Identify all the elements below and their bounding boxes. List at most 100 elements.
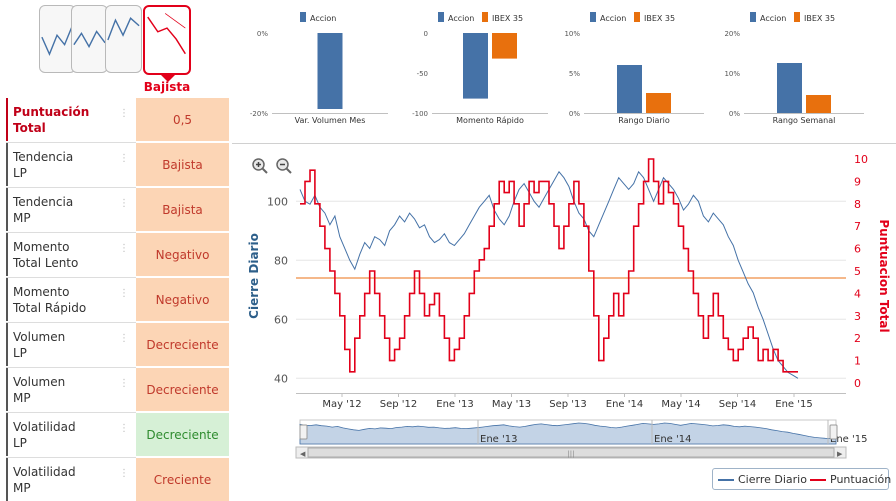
score-row[interactable]: Momento Total Lento ⋮ Negativo (6, 233, 229, 278)
range-navigator: Ene '13 Ene '14 Ene '15 ||| ◀ ▶ (295, 419, 867, 459)
legend-item-puntuacion[interactable]: Puntuación (810, 473, 891, 486)
drag-handle-icon[interactable]: ⋮ (119, 333, 129, 344)
drag-handle-icon[interactable]: ⋮ (119, 198, 129, 209)
y2-tick-label: 5 (854, 265, 861, 278)
y-tick-label: 0 (424, 30, 428, 38)
scroll-right-icon[interactable]: ▶ (837, 450, 843, 458)
y2-tick-label: 7 (854, 220, 861, 233)
y2-tick-label: 0 (854, 377, 861, 390)
trend-option-alcista[interactable] (39, 5, 76, 73)
score-name-line: Total Lento (13, 255, 79, 270)
score-row[interactable]: Volumen MP ⋮ Decreciente (6, 368, 229, 413)
drag-handle-icon[interactable]: ⋮ (119, 153, 129, 164)
y-tick-label: 100 (267, 195, 288, 208)
row-divider (6, 457, 136, 458)
x-tick-label: Sep '13 (549, 399, 587, 410)
category-label: Rango Semanal (773, 116, 836, 125)
score-series-line (300, 158, 798, 373)
score-row[interactable]: Tendencia MP ⋮ Bajista (6, 188, 229, 233)
score-name-line: Volumen (13, 374, 66, 389)
x-tick-label: May '12 (322, 399, 361, 410)
bar (806, 95, 831, 113)
row-divider (6, 142, 136, 143)
navigator-label: Ene '13 (480, 434, 517, 445)
mini-chart-2: Accion IBEX 35 10% 5% 0% Rango Diario (564, 12, 704, 125)
drag-handle-icon[interactable]: ⋮ (119, 378, 129, 389)
drag-handle-icon[interactable]: ⋮ (119, 288, 129, 299)
y-tick-label: 10% (564, 30, 580, 38)
navigator-handle[interactable] (299, 424, 308, 440)
legend-label: Accion (600, 14, 626, 23)
legend-swatch (438, 12, 444, 22)
x-tick-label: May '14 (661, 399, 700, 410)
category-label: Rango Diario (618, 116, 670, 125)
y-axis-label: Cierre Diario (247, 233, 261, 319)
legend-label: IBEX 35 (492, 14, 523, 23)
trend-thumb-line (107, 17, 140, 41)
y2-tick-label: 9 (854, 175, 861, 188)
score-row[interactable]: Volatilidad LP ⋮ Decreciente (6, 413, 229, 458)
row-divider (6, 232, 136, 233)
x-tick-label: May '13 (492, 399, 531, 410)
score-value: Decreciente (136, 368, 229, 411)
x-tick-label: Sep '14 (719, 399, 757, 410)
legend-swatch (482, 12, 488, 22)
y-tick-label: 80 (274, 254, 288, 267)
y2-tick-label: 2 (854, 332, 861, 345)
score-name: Volatilidad LP (6, 413, 136, 456)
x-tick-label: Sep '12 (380, 399, 418, 410)
y-tick-label: -50 (417, 70, 428, 78)
score-row[interactable]: Volumen LP ⋮ Decreciente (6, 323, 229, 368)
y-tick-label: 10% (724, 70, 740, 78)
score-name-line: LP (13, 165, 27, 180)
y-tick-label: 0% (569, 110, 580, 118)
score-name: Puntuación Total (6, 98, 136, 141)
legend-label: Cierre Diario (738, 473, 807, 486)
drag-handle-icon[interactable]: ⋮ (119, 468, 129, 479)
score-name-line: MP (13, 390, 31, 405)
row-divider (6, 412, 136, 413)
zoom-out-icon (276, 158, 292, 174)
x-tick-label: Ene '15 (775, 399, 812, 410)
scrollbar-thumb[interactable] (307, 447, 835, 458)
scrollbar-grip-icon: ||| (567, 450, 574, 458)
legend-swatch (794, 12, 800, 22)
drag-handle-icon[interactable]: ⋮ (119, 423, 129, 434)
bar (617, 65, 642, 113)
category-label: Var. Volumen Mes (295, 116, 366, 125)
mini-chart-3: Accion IBEX 35 20% 10% 0% Rango Semanal (724, 12, 864, 125)
scroll-left-icon[interactable]: ◀ (300, 450, 306, 458)
trend-thumb-line (147, 13, 186, 55)
score-row[interactable]: Volatilidad MP ⋮ Creciente (6, 458, 229, 501)
navigator-handle[interactable] (829, 424, 838, 440)
y-tick-label: 20% (724, 30, 740, 38)
legend-item-cierre[interactable]: Cierre Diario (718, 473, 807, 486)
score-name: Tendencia MP (6, 188, 136, 231)
y-tick-label: 60 (274, 313, 288, 326)
y-tick-label: 40 (274, 372, 288, 385)
x-tick-label: Ene '14 (606, 399, 643, 410)
legend-label: Accion (310, 14, 336, 23)
trend-option-volatil[interactable] (105, 5, 142, 73)
drag-handle-icon[interactable]: ⋮ (119, 108, 129, 119)
score-name: Momento Total Rápido (6, 278, 136, 321)
row-divider (6, 322, 136, 323)
zoom-out-button[interactable] (275, 157, 293, 175)
bar (317, 33, 343, 109)
section-divider (232, 143, 896, 144)
navigator-label: Ene '14 (654, 434, 691, 445)
score-value: Creciente (136, 458, 229, 501)
bar (646, 93, 671, 113)
y-tick-label: -100 (412, 110, 428, 118)
legend-swatch (718, 478, 734, 481)
score-row[interactable]: Tendencia LP ⋮ Bajista (6, 143, 229, 188)
drag-handle-icon[interactable]: ⋮ (119, 243, 129, 254)
score-value: Bajista (136, 188, 229, 231)
score-name: Volumen MP (6, 368, 136, 411)
score-name-line: Tendencia (13, 149, 74, 164)
trend-option-bajista[interactable] (143, 5, 191, 75)
zoom-in-button[interactable] (251, 157, 269, 175)
score-row[interactable]: Momento Total Rápido ⋮ Negativo (6, 278, 229, 323)
zoom-in-icon (252, 158, 268, 174)
score-row[interactable]: Puntuación Total ⋮ 0,5 (6, 98, 229, 143)
